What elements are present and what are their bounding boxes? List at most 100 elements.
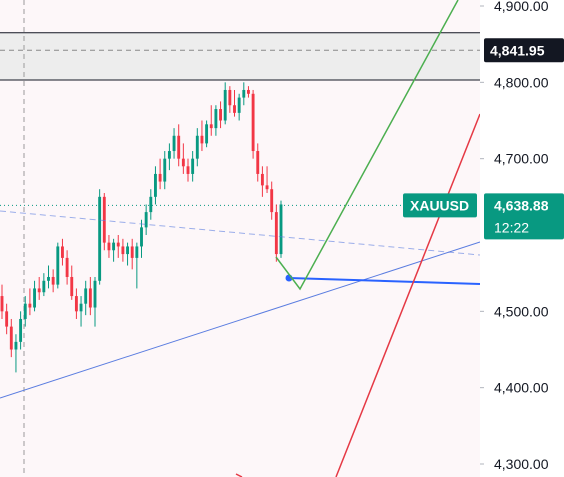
candle bbox=[130, 238, 134, 270]
candle bbox=[51, 269, 55, 293]
candle-body bbox=[270, 189, 274, 213]
candle bbox=[167, 143, 171, 171]
candle-body bbox=[47, 276, 50, 281]
candle bbox=[65, 250, 69, 285]
symbol-label: XAUUSD bbox=[410, 197, 469, 213]
candle-body bbox=[79, 303, 83, 312]
candle bbox=[98, 189, 102, 285]
candle-body bbox=[126, 246, 129, 255]
support-line[interactable] bbox=[288, 277, 481, 285]
candle bbox=[112, 238, 116, 262]
drawings[interactable] bbox=[0, 0, 481, 477]
price-tags: 4,841.95 XAUUSD 4,638.88 12:22 bbox=[403, 38, 564, 240]
candle bbox=[228, 86, 232, 113]
candle-body bbox=[84, 288, 88, 304]
candle-body bbox=[209, 124, 213, 129]
candle bbox=[279, 200, 283, 258]
candle bbox=[23, 296, 27, 327]
candle bbox=[74, 288, 78, 319]
candle bbox=[28, 288, 32, 316]
candle-body bbox=[65, 257, 69, 277]
candle-body bbox=[149, 196, 153, 213]
candle-body bbox=[242, 89, 246, 98]
candle bbox=[14, 334, 18, 373]
candle bbox=[191, 151, 195, 182]
last-price-tag bbox=[484, 193, 564, 240]
candle bbox=[70, 265, 74, 300]
candle-body bbox=[140, 227, 143, 247]
candle-body bbox=[186, 166, 190, 174]
candle-body bbox=[200, 135, 204, 144]
candle bbox=[42, 273, 46, 297]
candle-body bbox=[51, 276, 55, 285]
symbol-tag bbox=[403, 193, 477, 218]
candles bbox=[0, 82, 283, 373]
crosshair-lines bbox=[0, 0, 480, 477]
candle-body bbox=[163, 158, 167, 182]
ascending-trend-line[interactable] bbox=[0, 241, 481, 399]
candle bbox=[233, 89, 236, 117]
candle bbox=[126, 242, 129, 266]
candle-body bbox=[14, 341, 18, 350]
candle bbox=[181, 143, 185, 174]
selected-price-label: 4,841.95 bbox=[490, 42, 545, 58]
candle bbox=[121, 238, 125, 262]
candle-body bbox=[237, 97, 241, 113]
candle-body bbox=[195, 135, 199, 159]
selected-price-tag bbox=[484, 38, 564, 63]
candle-body bbox=[28, 303, 32, 308]
candle-body bbox=[172, 135, 176, 152]
zone-fill bbox=[0, 32, 480, 81]
candle bbox=[116, 235, 120, 258]
candle-body bbox=[9, 326, 13, 350]
candle bbox=[172, 128, 176, 159]
candle bbox=[79, 296, 83, 327]
dashed-trend-line[interactable] bbox=[0, 210, 481, 256]
candle-body bbox=[167, 151, 171, 159]
candle-body bbox=[158, 173, 162, 182]
candle bbox=[274, 204, 278, 262]
candle-body bbox=[256, 151, 260, 174]
candle bbox=[5, 303, 9, 335]
candle-body bbox=[191, 158, 195, 174]
candle-body bbox=[260, 173, 264, 186]
candle bbox=[56, 242, 60, 289]
candle bbox=[158, 158, 162, 190]
green-projection-path[interactable] bbox=[275, 0, 459, 291]
candle bbox=[205, 120, 209, 148]
axis-tick-label: 4,400.00 bbox=[494, 380, 549, 396]
axis-tick-label: 4,800.00 bbox=[494, 74, 549, 90]
candle bbox=[154, 166, 157, 205]
candle-body bbox=[214, 109, 218, 129]
candle bbox=[251, 89, 255, 159]
axis-tick-label: 4,500.00 bbox=[494, 303, 549, 319]
candle bbox=[107, 235, 111, 258]
candle bbox=[186, 158, 190, 182]
candle-body bbox=[265, 185, 269, 190]
candle-body bbox=[205, 124, 209, 144]
candle-body bbox=[98, 196, 102, 281]
candle-body bbox=[233, 105, 236, 113]
candle-body bbox=[0, 296, 4, 312]
candle bbox=[214, 105, 218, 136]
candle bbox=[270, 181, 274, 220]
candle-body bbox=[102, 196, 106, 243]
candle bbox=[144, 204, 148, 235]
red-projection-line[interactable] bbox=[335, 113, 481, 477]
candle bbox=[9, 318, 13, 358]
candle bbox=[242, 82, 246, 106]
candle bbox=[61, 238, 64, 266]
candle bbox=[135, 242, 139, 289]
candle bbox=[247, 86, 250, 98]
axis-tick-label: 4,900.00 bbox=[494, 0, 549, 14]
candle bbox=[19, 311, 23, 350]
axis-tick-label: 4,700.00 bbox=[494, 151, 549, 167]
candle-body bbox=[144, 212, 148, 228]
candle bbox=[195, 128, 199, 167]
candle bbox=[140, 219, 143, 258]
candle-body bbox=[112, 242, 116, 251]
candle-body bbox=[130, 246, 134, 258]
candle bbox=[265, 166, 269, 194]
